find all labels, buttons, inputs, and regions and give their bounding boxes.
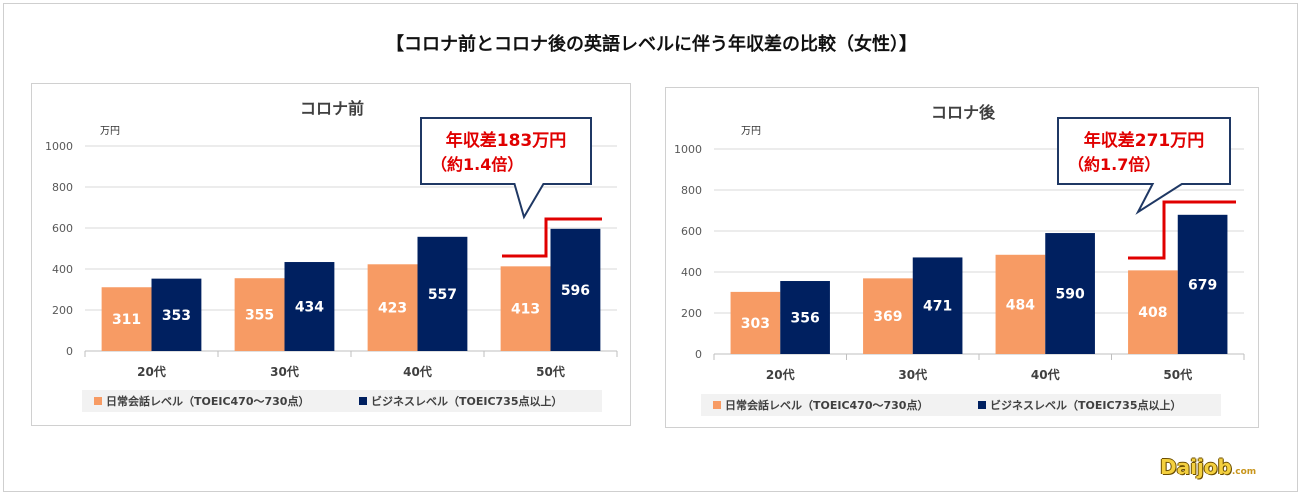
callout-line1: 年収差183万円 [446,130,567,151]
y-tick-label: 600 [681,225,702,238]
bar-business [417,236,468,351]
bar-daily [995,254,1046,354]
y-tick-label: 1000 [45,140,73,153]
y-axis-unit: 万円 [741,126,761,137]
callout-bubble [420,117,592,220]
bar-daily [730,291,781,354]
legend-swatch [94,397,102,405]
y-tick-label: 200 [52,304,73,317]
bar-business [780,281,830,354]
callout-line1: 年収差271万円 [1084,130,1205,151]
bar-business [1177,214,1228,354]
bar-daily [863,278,913,354]
bar-daily [500,266,551,351]
callout-line2: （約1.7倍） [1068,155,1160,174]
chart-panel-before: コロナ前万円 0 200 400 600 800 1000 311 353 20代 355 434 30… [31,83,631,426]
x-tick-label: 30代 [270,364,299,379]
y-tick-label: 600 [52,222,73,235]
bar-value-label: 679 [1188,277,1217,293]
bar-value-label: 353 [162,308,191,324]
daijob-logo: Daijob.com [1160,455,1256,479]
y-tick-label: 800 [681,184,702,197]
bar-business [912,257,963,354]
x-tick-label: 40代 [403,364,432,379]
bar-value-label: 413 [511,302,540,318]
logo-suffix: .com [1231,467,1257,477]
bar-value-label: 596 [561,283,590,299]
x-tick-label: 40代 [1031,367,1060,382]
y-tick-label: 0 [695,348,702,361]
legend-swatch [978,401,986,409]
bar-value-label: 423 [378,301,407,317]
y-tick-label: 1000 [674,143,702,156]
y-tick-label: 200 [681,307,702,320]
legend-label: 日常会話レベル（TOEIC470〜730点） [106,394,309,408]
bar-daily [1128,270,1178,354]
x-tick-label: 20代 [766,367,795,382]
bar-value-label: 369 [873,309,902,325]
bar-daily [367,264,418,351]
x-tick-label: 30代 [898,367,927,382]
legend-label: 日常会話レベル（TOEIC470〜730点） [725,398,928,412]
difference-bracket [502,217,602,258]
chart-title: コロナ前 [300,99,364,118]
chart-title: コロナ後 [931,103,996,122]
outer-frame [3,3,1298,492]
legend-swatch [359,397,367,405]
bar-daily [101,287,152,351]
bar-business [550,228,601,351]
callout-line2: （約1.4倍） [431,155,523,174]
bar-value-label: 434 [295,300,324,316]
callout-bubble [1057,117,1231,215]
legend-label: ビジネスレベル（TOEIC735点以上） [990,398,1182,412]
bar-value-label: 303 [741,316,770,332]
bar-value-label: 408 [1138,305,1167,321]
x-tick-label: 20代 [137,364,166,379]
y-tick-label: 0 [66,345,73,358]
y-tick-label: 400 [681,266,702,279]
difference-bracket [1128,200,1236,260]
bar-daily [234,278,285,351]
legend-label: ビジネスレベル（TOEIC735点以上） [371,394,563,408]
page-title: 【コロナ前とコロナ後の英語レベルに伴う年収差の比較（女性）】 [386,34,917,55]
bar-business [1045,233,1095,354]
bar-value-label: 484 [1006,297,1035,313]
bar-business [284,262,335,351]
logo-main: Daijob [1160,455,1232,479]
bar-value-label: 356 [790,311,819,327]
bar-value-label: 557 [428,287,457,303]
legend-box [82,390,602,412]
y-axis-unit: 万円 [100,126,120,137]
y-tick-label: 800 [52,181,73,194]
bar-value-label: 311 [112,312,141,328]
x-tick-label: 50代 [1163,367,1192,382]
y-tick-label: 400 [52,263,73,276]
chart-panel-after: コロナ後万円 0 200 400 600 800 1000 303 356 20代 369 471 30… [665,87,1259,428]
legend-box [701,394,1221,416]
legend-swatch [713,401,721,409]
bar-value-label: 355 [245,308,274,324]
x-tick-label: 50代 [536,364,565,379]
bar-value-label: 471 [923,299,952,315]
bar-business [151,278,202,351]
bar-value-label: 590 [1055,287,1084,303]
